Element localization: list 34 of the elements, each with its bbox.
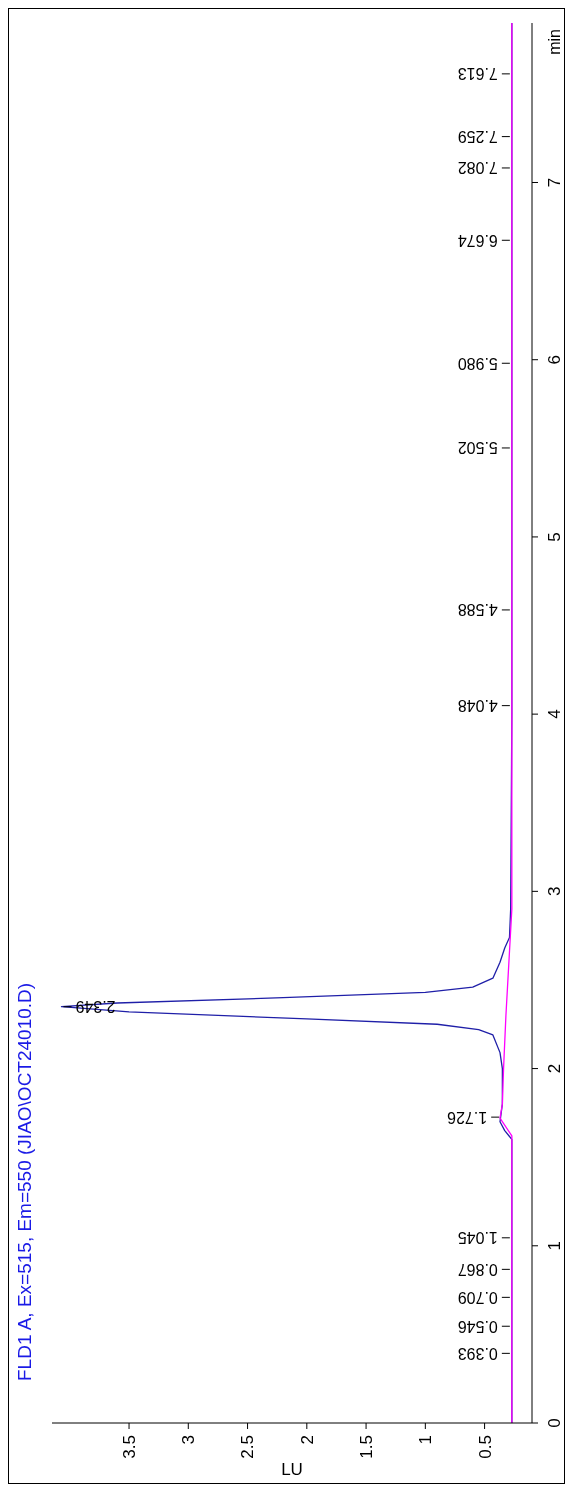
annotation: 5.980 xyxy=(457,354,498,372)
line-series xyxy=(499,23,513,1423)
y-axis-title: min xyxy=(545,29,563,55)
x-tick-label: 2 xyxy=(297,1435,317,1445)
y-tick-label: 2 xyxy=(544,1063,564,1074)
x-tick-label: 3.5 xyxy=(119,1435,139,1459)
annotation: 4.048 xyxy=(457,697,498,715)
annotation: 0.393 xyxy=(457,1344,498,1362)
annotation: 7.613 xyxy=(457,65,498,83)
annotation: 5.502 xyxy=(457,439,498,457)
x-tick-label: 1.5 xyxy=(357,1435,377,1459)
annotation: 6.674 xyxy=(457,231,498,249)
annotation: 0.867 xyxy=(457,1260,498,1278)
y-tick-label: 5 xyxy=(544,532,564,542)
y-tick-label: 3 xyxy=(544,886,564,897)
annotation: 7.082 xyxy=(457,159,498,177)
annotation: 0.546 xyxy=(457,1317,498,1335)
y-tick-label: 1 xyxy=(544,1241,564,1251)
y-tick-label: 6 xyxy=(544,354,564,365)
annotation: 7.259 xyxy=(457,127,498,145)
x-tick-label: 1 xyxy=(416,1435,436,1445)
annotation: 1.726 xyxy=(447,1108,488,1126)
annotation: 1.045 xyxy=(457,1229,498,1247)
y-tick-label: 4 xyxy=(544,709,564,719)
x-tick-label: 2.5 xyxy=(238,1435,258,1459)
annotation: 0.709 xyxy=(457,1288,498,1306)
x-tick-label: 0.5 xyxy=(475,1435,495,1459)
text: FLD1 A, Ex=515, Em=550 (JIAO\OCT24010.D) xyxy=(13,982,36,1381)
annotation: 2.349 xyxy=(75,998,116,1016)
annotation: 4.588 xyxy=(457,601,498,619)
x-axis-title: LU xyxy=(281,1460,303,1479)
y-tick-label: 0 xyxy=(544,1418,564,1428)
y-tick-label: 7 xyxy=(544,177,564,188)
x-tick-label: 3 xyxy=(179,1435,199,1445)
